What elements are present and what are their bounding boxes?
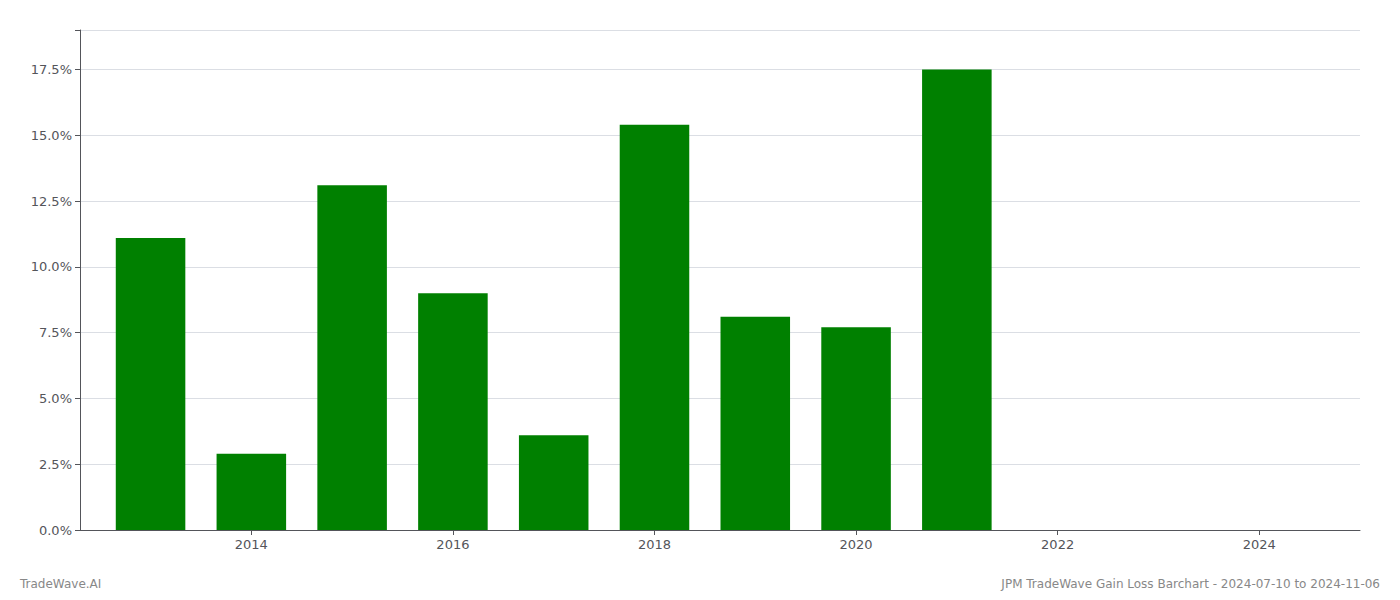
svg-text:2016: 2016 <box>436 537 469 552</box>
svg-text:15.0%: 15.0% <box>31 128 72 143</box>
svg-text:2022: 2022 <box>1041 537 1074 552</box>
svg-text:10.0%: 10.0% <box>31 259 72 274</box>
svg-text:2018: 2018 <box>638 537 671 552</box>
svg-text:17.5%: 17.5% <box>31 62 72 77</box>
svg-text:12.5%: 12.5% <box>31 194 72 209</box>
svg-text:TradeWave.AI: TradeWave.AI <box>19 577 101 591</box>
svg-text:JPM TradeWave Gain Loss Barcha: JPM TradeWave Gain Loss Barchart - 2024-… <box>1000 577 1380 591</box>
svg-text:2.5%: 2.5% <box>39 457 72 472</box>
svg-text:5.0%: 5.0% <box>39 391 72 406</box>
svg-text:0.0%: 0.0% <box>39 523 72 538</box>
svg-text:2024: 2024 <box>1243 537 1276 552</box>
svg-text:2014: 2014 <box>235 537 268 552</box>
svg-text:7.5%: 7.5% <box>39 325 72 340</box>
svg-text:2020: 2020 <box>840 537 873 552</box>
